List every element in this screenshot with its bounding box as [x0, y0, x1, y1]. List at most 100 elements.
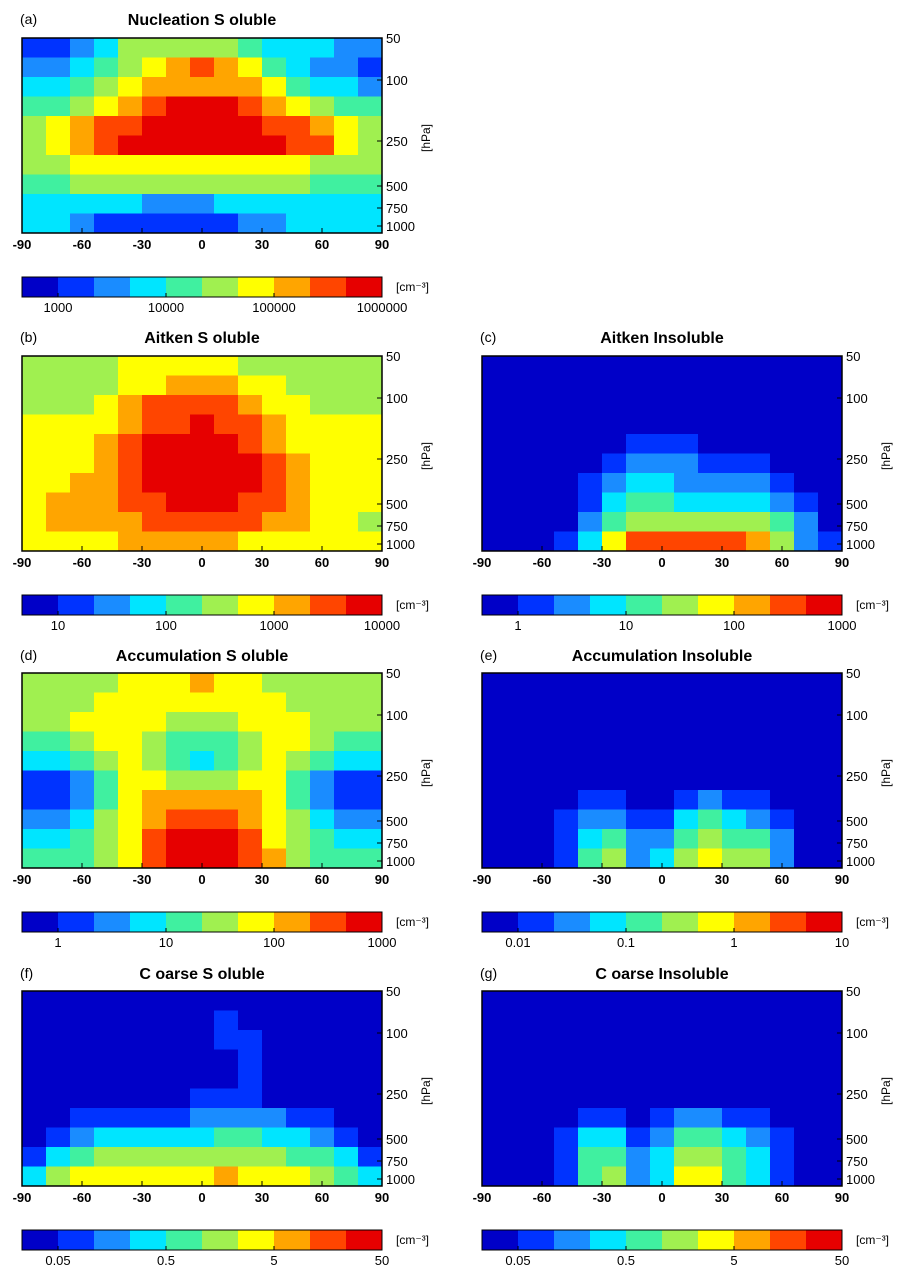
heatmap-cell	[286, 96, 311, 117]
heatmap-cell	[698, 356, 723, 377]
heatmap-cell	[214, 213, 239, 234]
heatmap-cell	[602, 1030, 627, 1051]
heatmap-cell	[358, 414, 383, 435]
heatmap-cell	[190, 453, 215, 474]
heatmap-cell	[46, 96, 71, 117]
heatmap-cell	[238, 991, 263, 1012]
heatmap-cell	[166, 77, 191, 98]
heatmap-cell	[118, 1127, 143, 1148]
colorbar-unit: [cm⁻³]	[856, 915, 889, 929]
heatmap-cell	[530, 751, 555, 772]
heatmap-cell	[310, 731, 335, 752]
heatmap-cell	[286, 57, 311, 78]
x-tick-label: -90	[473, 872, 492, 887]
heatmap-cell	[698, 673, 723, 694]
heatmap-cell	[70, 57, 95, 78]
heatmap-cell	[190, 395, 215, 416]
heatmap-cell	[626, 751, 651, 772]
heatmap-cell	[262, 1069, 287, 1090]
heatmap-cell	[70, 751, 95, 772]
heatmap-cell	[482, 1147, 507, 1168]
colorbar-swatch	[22, 595, 59, 615]
heatmap-cell	[22, 1069, 47, 1090]
panel-label: (f)	[20, 965, 33, 981]
heatmap-cell	[626, 414, 651, 435]
heatmap-cell	[70, 512, 95, 533]
colorbar-tick-label: 50	[835, 1253, 849, 1268]
heatmap-cell	[530, 1108, 555, 1129]
x-tick-label: 0	[198, 872, 205, 887]
heatmap-cell	[746, 1069, 771, 1090]
heatmap-cell	[626, 1030, 651, 1051]
heatmap-cell	[118, 692, 143, 713]
heatmap-cell	[310, 673, 335, 694]
heatmap-cell	[578, 531, 603, 552]
colorbar-swatch	[166, 277, 203, 297]
heatmap-cell	[118, 57, 143, 78]
y-tick-label: 1000	[386, 1172, 415, 1187]
heatmap-cell	[818, 395, 843, 416]
heatmap-cell	[238, 395, 263, 416]
heatmap-cell	[358, 395, 383, 416]
y-axis-unit: [hPa]	[419, 124, 433, 152]
heatmap-cell	[746, 1010, 771, 1031]
x-tick-label: -30	[133, 872, 152, 887]
heatmap-cell	[94, 116, 119, 137]
heatmap-cell	[94, 1049, 119, 1070]
heatmap-cell	[166, 1166, 191, 1187]
heatmap-cell	[674, 1088, 699, 1109]
heatmap-cell	[238, 356, 263, 377]
heatmap-cell	[286, 512, 311, 533]
heatmap-cell	[506, 1127, 531, 1148]
heatmap-cell	[166, 1069, 191, 1090]
heatmap-cell	[334, 809, 359, 830]
y-tick-label: 750	[386, 201, 408, 216]
x-tick-label: 30	[715, 872, 729, 887]
heatmap-cell	[334, 1088, 359, 1109]
heatmap-cell	[118, 731, 143, 752]
heatmap-cell	[794, 673, 819, 694]
heatmap-cell	[530, 770, 555, 791]
heatmap-cell	[310, 1147, 335, 1168]
heatmap-cell	[238, 712, 263, 733]
heatmap-cell	[334, 712, 359, 733]
heatmap-cell	[190, 1088, 215, 1109]
heatmap-cell	[190, 751, 215, 772]
heatmap-cell	[190, 434, 215, 455]
heatmap-cell	[482, 673, 507, 694]
colorbar-tick-label: 1000	[44, 300, 73, 315]
heatmap	[482, 991, 843, 1187]
heatmap-cell	[674, 1108, 699, 1129]
heatmap-cell	[142, 1010, 167, 1031]
heatmap-cell	[46, 1166, 71, 1187]
heatmap-cell	[794, 848, 819, 869]
heatmap-cell	[286, 829, 311, 850]
heatmap-cell	[746, 731, 771, 752]
heatmap-cell	[818, 751, 843, 772]
heatmap-cell	[166, 991, 191, 1012]
colorbar-swatch	[662, 595, 699, 615]
heatmap-cell	[310, 991, 335, 1012]
x-tick-label: 0	[198, 1190, 205, 1205]
heatmap-cell	[482, 531, 507, 552]
heatmap-cell	[626, 1088, 651, 1109]
heatmap-cell	[530, 809, 555, 830]
heatmap-cell	[482, 395, 507, 416]
colorbar-swatch	[310, 595, 347, 615]
heatmap-cell	[602, 375, 627, 396]
heatmap-cell	[118, 492, 143, 513]
heatmap-cell	[46, 790, 71, 811]
heatmap-cell	[650, 809, 675, 830]
heatmap-cell	[602, 751, 627, 772]
y-tick-label: 100	[846, 391, 868, 406]
heatmap-cell	[118, 712, 143, 733]
heatmap-cell	[722, 809, 747, 830]
heatmap-cell	[46, 809, 71, 830]
colorbar-swatch	[806, 912, 843, 932]
colorbar-swatch	[166, 1230, 203, 1250]
heatmap-cell	[94, 135, 119, 156]
heatmap-cell	[190, 1147, 215, 1168]
heatmap-cell	[578, 770, 603, 791]
heatmap-cell	[794, 1010, 819, 1031]
heatmap-cell	[286, 1108, 311, 1129]
